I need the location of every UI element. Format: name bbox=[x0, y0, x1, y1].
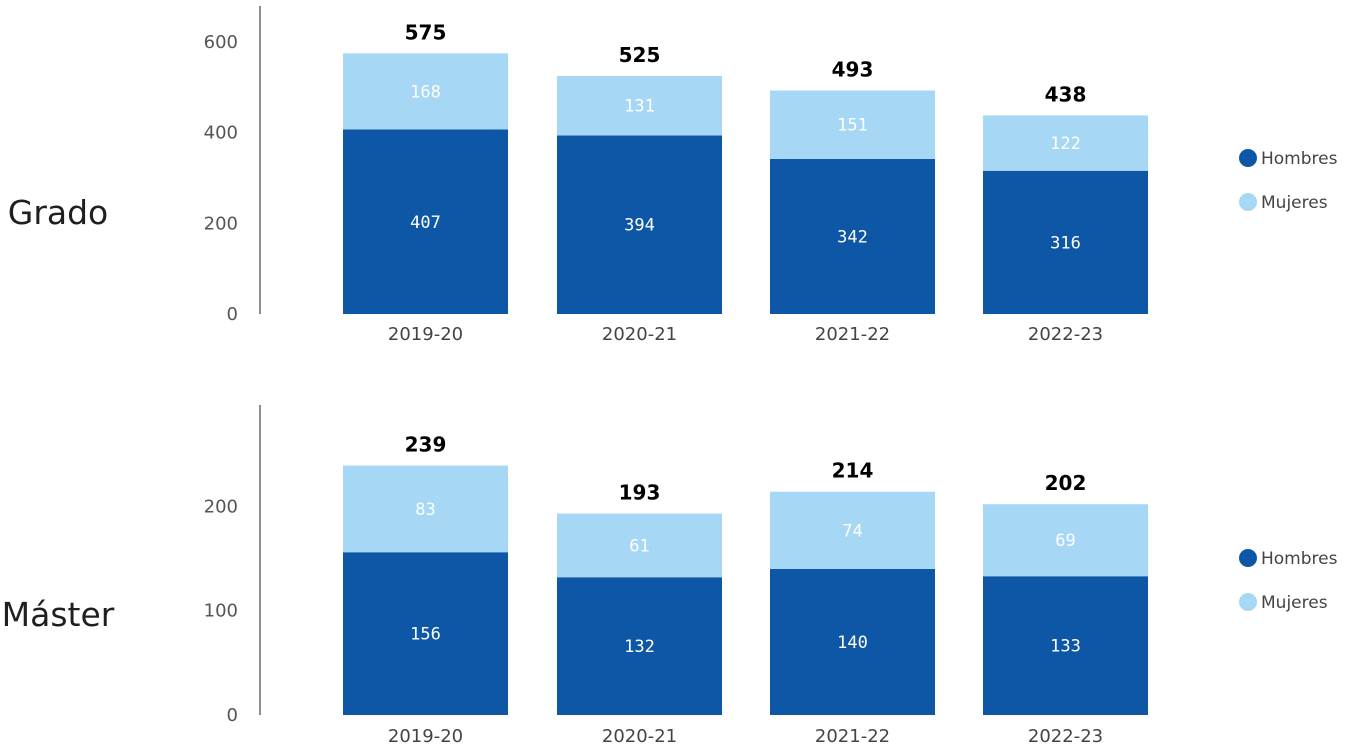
bar-hombres bbox=[343, 552, 508, 715]
chart-panel-grado: Grado 0 200 400 600 407 168 575 2019-20 394 131 525… bbox=[8, 6, 1338, 345]
legend-swatch-hombres bbox=[1239, 549, 1257, 567]
y-tick-label: 400 bbox=[204, 123, 238, 144]
legend-label-hombres: Hombres bbox=[1261, 549, 1338, 569]
x-category-label: 2022-23 bbox=[1028, 726, 1103, 747]
data-label-hombres: 407 bbox=[410, 213, 441, 233]
row-label: Máster bbox=[2, 595, 115, 634]
data-label-hombres: 156 bbox=[410, 625, 441, 645]
legend: Hombres Mujeres bbox=[1239, 149, 1338, 213]
bar-mujeres bbox=[770, 90, 935, 159]
bar-hombres bbox=[557, 135, 722, 314]
chart-panel-máster: Máster 0 100 200 156 83 239 2019-20 132 61 193 2020… bbox=[2, 405, 1338, 747]
y-tick-label: 0 bbox=[227, 705, 238, 726]
data-label-mujeres: 61 bbox=[629, 536, 649, 556]
x-category-label: 2020-21 bbox=[602, 324, 677, 345]
bar-hombres bbox=[770, 568, 935, 715]
y-tick-label: 600 bbox=[204, 32, 238, 53]
x-category-label: 2019-20 bbox=[388, 726, 463, 747]
bar-hombres bbox=[557, 577, 722, 715]
y-tick-label: 100 bbox=[204, 601, 238, 622]
total-label: 239 bbox=[405, 433, 447, 457]
data-label-hombres: 140 bbox=[837, 633, 868, 653]
data-label-mujeres: 69 bbox=[1055, 531, 1075, 551]
data-label-hombres: 133 bbox=[1050, 637, 1081, 657]
data-label-mujeres: 83 bbox=[415, 500, 435, 520]
x-category-label: 2019-20 bbox=[388, 324, 463, 345]
total-label: 575 bbox=[405, 20, 447, 44]
data-label-mujeres: 74 bbox=[842, 521, 862, 541]
x-category-label: 2020-21 bbox=[602, 726, 677, 747]
bar-mujeres bbox=[343, 53, 508, 130]
legend-label-hombres: Hombres bbox=[1261, 149, 1338, 169]
bar-mujeres bbox=[557, 513, 722, 578]
total-label: 493 bbox=[832, 58, 874, 82]
bar-mujeres bbox=[983, 504, 1148, 577]
row-label: Grado bbox=[8, 193, 109, 232]
y-tick-label: 200 bbox=[204, 213, 238, 234]
legend-swatch-hombres bbox=[1239, 149, 1257, 167]
data-label-mujeres: 168 bbox=[410, 82, 441, 102]
data-label-hombres: 316 bbox=[1050, 233, 1081, 253]
y-tick-label: 0 bbox=[227, 304, 238, 325]
data-label-mujeres: 151 bbox=[837, 116, 868, 136]
y-tick-label: 200 bbox=[204, 496, 238, 517]
legend-label-mujeres: Mujeres bbox=[1261, 193, 1328, 213]
data-label-mujeres: 122 bbox=[1050, 134, 1081, 154]
total-label: 525 bbox=[619, 43, 661, 67]
total-label: 193 bbox=[619, 481, 661, 505]
total-label: 202 bbox=[1045, 471, 1087, 495]
legend: Hombres Mujeres bbox=[1239, 549, 1338, 613]
bar-mujeres bbox=[557, 76, 722, 136]
bar-hombres bbox=[983, 170, 1148, 314]
bar-hombres bbox=[343, 129, 508, 314]
legend-label-mujeres: Mujeres bbox=[1261, 593, 1328, 613]
bar-hombres bbox=[770, 158, 935, 314]
data-label-hombres: 394 bbox=[624, 216, 655, 236]
bar-mujeres bbox=[983, 115, 1148, 171]
legend-swatch-mujeres bbox=[1239, 193, 1257, 211]
x-category-label: 2021-22 bbox=[815, 726, 890, 747]
total-label: 214 bbox=[832, 459, 874, 483]
bar-mujeres bbox=[770, 491, 935, 569]
total-label: 438 bbox=[1045, 82, 1087, 106]
bar-mujeres bbox=[343, 465, 508, 553]
data-label-hombres: 342 bbox=[837, 227, 868, 247]
x-category-label: 2021-22 bbox=[815, 324, 890, 345]
legend-swatch-mujeres bbox=[1239, 593, 1257, 611]
bar-hombres bbox=[983, 576, 1148, 715]
data-label-hombres: 132 bbox=[624, 637, 655, 657]
data-label-mujeres: 131 bbox=[624, 97, 655, 117]
x-category-label: 2022-23 bbox=[1028, 324, 1103, 345]
